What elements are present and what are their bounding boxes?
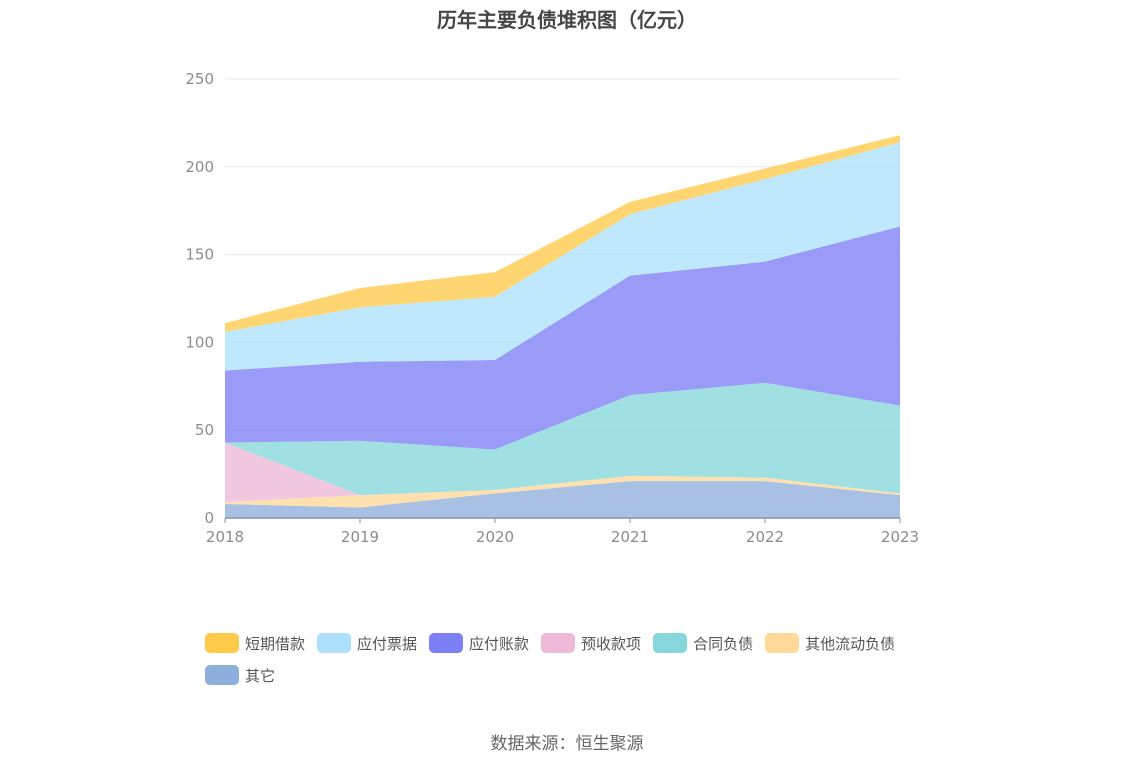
legend-item[interactable]: 其他流动负债 [765, 632, 895, 654]
x-tick-label: 2020 [476, 528, 514, 546]
data-source-note: 数据来源：恒生聚源 [490, 734, 644, 754]
x-tick-label: 2022 [746, 528, 784, 546]
chart-legend: 短期借款 应付票据 应付账款 预收款项 合同负债 其他流动负债其它 [205, 632, 965, 686]
area-series-其他流动负债 [225, 475, 900, 508]
y-tick-label: 150 [185, 246, 214, 264]
legend-label: 预收款项 [581, 634, 642, 653]
x-tick-label: 2018 [206, 528, 244, 546]
legend-item[interactable]: 短期借款 [205, 632, 305, 654]
legend-swatch [205, 633, 239, 653]
legend-swatch [205, 665, 239, 685]
legend-item[interactable]: 预收款项 [541, 632, 641, 654]
area-series-合同负债 [225, 382, 900, 496]
area-series-其它 [225, 481, 900, 518]
y-tick-label: 250 [185, 70, 214, 88]
y-tick-label: 0 [204, 509, 214, 527]
legend-swatch [317, 633, 352, 653]
area-series-应付票据 [225, 142, 900, 371]
y-tick-label: 200 [185, 158, 214, 176]
legend-item[interactable]: 其它 [205, 664, 275, 686]
legend-swatch [765, 633, 800, 653]
area-series-预收款项 [225, 442, 900, 503]
x-tick-label: 2019 [341, 528, 379, 546]
legend-swatch [653, 633, 688, 653]
area-series-短期借款 [225, 135, 900, 332]
stacked-area-chart: 0 50 100 150 200 250 2018 2019 2020 2021 2022 2023 [185, 70, 919, 546]
legend-swatch [541, 633, 576, 653]
legend-item[interactable]: 合同负债 [653, 632, 753, 654]
y-tick-label: 50 [195, 421, 214, 439]
legend-label: 合同负债 [693, 634, 754, 653]
legend-label: 短期借款 [245, 634, 306, 653]
chart-title: 历年主要负债堆积图（亿元） [437, 8, 697, 32]
legend-swatch [429, 633, 464, 653]
x-tick-label: 2021 [611, 528, 649, 546]
legend-item[interactable]: 应付票据 [317, 632, 417, 654]
y-tick-label: 100 [185, 333, 214, 351]
legend-label: 应付票据 [357, 634, 418, 653]
legend-label: 其他流动负债 [805, 634, 896, 653]
legend-item[interactable]: 应付账款 [429, 632, 529, 654]
legend-label: 其它 [245, 666, 276, 685]
x-tick-label: 2023 [881, 528, 919, 546]
legend-label: 应付账款 [469, 634, 530, 653]
area-series-应付账款 [225, 226, 900, 450]
